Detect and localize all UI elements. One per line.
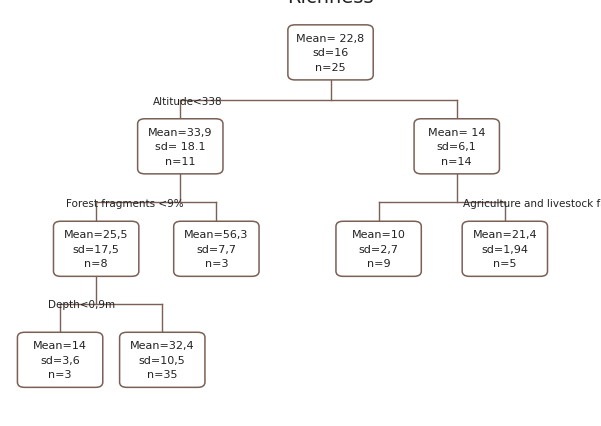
Text: Mean=56,3
sd=7,7
n=3: Mean=56,3 sd=7,7 n=3	[184, 230, 249, 268]
Text: Agriculture and livestock farming<76,2%: Agriculture and livestock farming<76,2%	[463, 198, 601, 208]
FancyBboxPatch shape	[414, 119, 499, 174]
Text: Forest fragments <9%: Forest fragments <9%	[66, 198, 183, 208]
FancyBboxPatch shape	[53, 222, 139, 277]
Text: Mean=14
sd=3,6
n=3: Mean=14 sd=3,6 n=3	[33, 341, 87, 379]
FancyBboxPatch shape	[138, 119, 223, 174]
FancyBboxPatch shape	[17, 332, 103, 388]
Text: Mean=25,5
sd=17,5
n=8: Mean=25,5 sd=17,5 n=8	[64, 230, 129, 268]
FancyBboxPatch shape	[462, 222, 548, 277]
FancyBboxPatch shape	[120, 332, 205, 388]
Text: Depth<0,9m: Depth<0,9m	[48, 299, 115, 310]
Text: Mean=32,4
sd=10,5
n=35: Mean=32,4 sd=10,5 n=35	[130, 341, 195, 379]
Text: Richness: Richness	[287, 0, 374, 7]
Text: Mean=21,4
sd=1,94
n=5: Mean=21,4 sd=1,94 n=5	[472, 230, 537, 268]
FancyBboxPatch shape	[336, 222, 421, 277]
Text: Mean=33,9
sd= 18.1
n=11: Mean=33,9 sd= 18.1 n=11	[148, 128, 213, 166]
FancyBboxPatch shape	[288, 26, 373, 81]
Text: Mean=10
sd=2,7
n=9: Mean=10 sd=2,7 n=9	[352, 230, 406, 268]
Text: Altitude<338: Altitude<338	[153, 96, 223, 106]
Text: Mean= 22,8
sd=16
n=25: Mean= 22,8 sd=16 n=25	[296, 34, 365, 72]
FancyBboxPatch shape	[174, 222, 259, 277]
Text: Mean= 14
sd=6,1
n=14: Mean= 14 sd=6,1 n=14	[428, 128, 486, 166]
